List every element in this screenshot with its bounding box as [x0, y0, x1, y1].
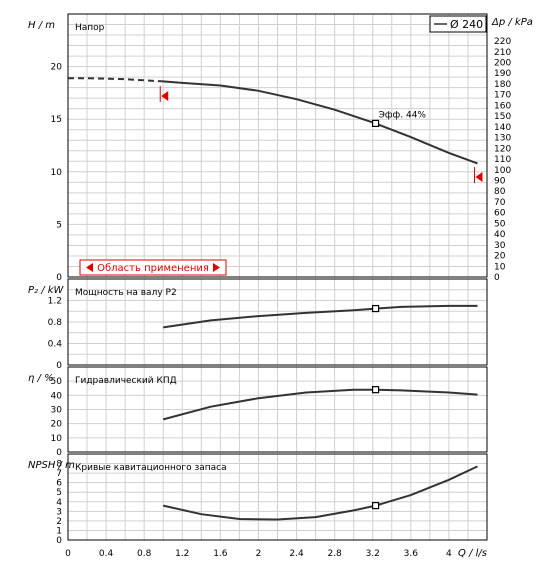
y2-tick-label: 150 [494, 112, 511, 122]
y2-tick-label: 170 [494, 91, 511, 101]
panel-title: Кривые кавитационного запаса [75, 463, 227, 473]
range-annotation-left-arrow [86, 263, 93, 272]
y-tick-label: 0 [56, 273, 62, 283]
x-tick-label: 3.6 [404, 549, 419, 559]
y2-tick-label: 190 [494, 69, 511, 79]
y2-tick-label: 140 [494, 123, 511, 133]
y-tick-label: 1 [56, 526, 62, 536]
operating-point [371, 502, 380, 510]
panel-title: Мощность на валу P2 [75, 288, 177, 298]
y-tick-label: 5 [56, 220, 62, 230]
panel-title: Гидравлический КПД [75, 376, 177, 386]
y-tick-label: 7 [56, 469, 62, 479]
x-tick-label: 2.4 [289, 549, 304, 559]
y-tick-label: 5 [56, 488, 62, 498]
panel-frame [67, 453, 488, 541]
y2-tick-label: 200 [494, 59, 511, 69]
range-annotation-box [79, 259, 227, 276]
y2-tick-label: 0 [494, 273, 500, 283]
y-tick-label: 1.2 [48, 297, 62, 307]
y2-tick-label: 70 [494, 198, 506, 208]
y-axis-label: P₂ / kW [28, 285, 65, 296]
legend-entry: Ø 240 [450, 18, 483, 31]
y2-tick-label: 180 [494, 80, 511, 90]
operating-point [371, 304, 380, 313]
y-tick-label: 0 [56, 448, 62, 458]
frame-layer [67, 13, 488, 541]
operating-point-label: Эфф. 44% [379, 110, 427, 120]
y-tick-label: 2 [56, 517, 62, 527]
x-tick-label: 2.8 [327, 549, 342, 559]
y2-tick-label: 20 [494, 252, 506, 262]
x-tick-label: 4 [446, 549, 452, 559]
marker-layer [86, 86, 483, 510]
x-tick-label: 0.8 [137, 549, 152, 559]
y-tick-label: 10 [51, 168, 63, 178]
y-tick-label: 40 [51, 391, 63, 401]
curve-layer [68, 77, 478, 521]
y-tick-label: 20 [51, 63, 63, 73]
legend-box [429, 15, 487, 33]
y-tick-label: 15 [51, 115, 62, 125]
panel-title: Напор [75, 23, 105, 33]
y2-tick-label: 110 [494, 155, 511, 165]
y2-tick-label: 60 [494, 209, 506, 219]
y2-tick-label: 100 [494, 166, 511, 176]
y-axis-label: η / % [28, 373, 54, 384]
range-marker [161, 91, 169, 102]
range-marker [475, 172, 483, 183]
y2-axis-label: Δp / kPa [491, 17, 533, 28]
y-tick-label: 30 [51, 406, 63, 416]
y2-tick-label: 210 [494, 48, 511, 58]
x-axis-label: Q / l/s [458, 548, 487, 559]
y-tick-label: 0.8 [48, 318, 63, 328]
y2-tick-label: 220 [494, 37, 511, 47]
series-line [68, 77, 162, 83]
y2-tick-label: 10 [494, 262, 506, 272]
y2-tick-label: 40 [494, 230, 506, 240]
y-axis-label: H / m [28, 20, 55, 31]
y-tick-label: 0 [56, 361, 62, 371]
y-tick-label: 4 [56, 498, 62, 508]
operating-point [371, 119, 380, 128]
x-tick-label: 1.2 [175, 549, 189, 559]
series-line [162, 465, 478, 521]
x-tick-label: 1.6 [213, 549, 228, 559]
y-tick-label: 50 [51, 377, 63, 387]
y-tick-label: 6 [56, 479, 62, 489]
operating-point [371, 386, 380, 394]
series-line [162, 388, 478, 421]
y2-tick-label: 30 [494, 241, 506, 251]
y2-tick-label: 90 [494, 176, 506, 186]
y2-tick-label: 50 [494, 219, 506, 229]
series-line [163, 304, 478, 329]
y-tick-label: 0.4 [48, 340, 63, 350]
y2-tick-label: 80 [494, 187, 506, 197]
panel-frame [67, 13, 488, 278]
y2-tick-label: 130 [494, 134, 511, 144]
range-annotation-text: Область применения [97, 263, 209, 274]
y-tick-label: 20 [51, 420, 63, 430]
panel-frame [67, 278, 488, 366]
range-annotation-right-arrow [213, 263, 220, 272]
y2-tick-label: 160 [494, 101, 511, 111]
y-tick-label: 10 [51, 434, 63, 444]
series-line [161, 80, 478, 165]
y-axis-label: NPSH / m [28, 460, 75, 471]
x-tick-label: 0 [65, 549, 71, 559]
y2-tick-label: 120 [494, 144, 511, 154]
x-tick-label: 3.2 [366, 549, 380, 559]
y-tick-label: 8 [56, 460, 62, 470]
y-tick-label: 3 [56, 507, 62, 517]
x-tick-label: 0.4 [99, 549, 114, 559]
panel-frame [67, 366, 488, 453]
y-tick-label: 0 [56, 536, 62, 546]
x-tick-label: 2 [256, 549, 262, 559]
